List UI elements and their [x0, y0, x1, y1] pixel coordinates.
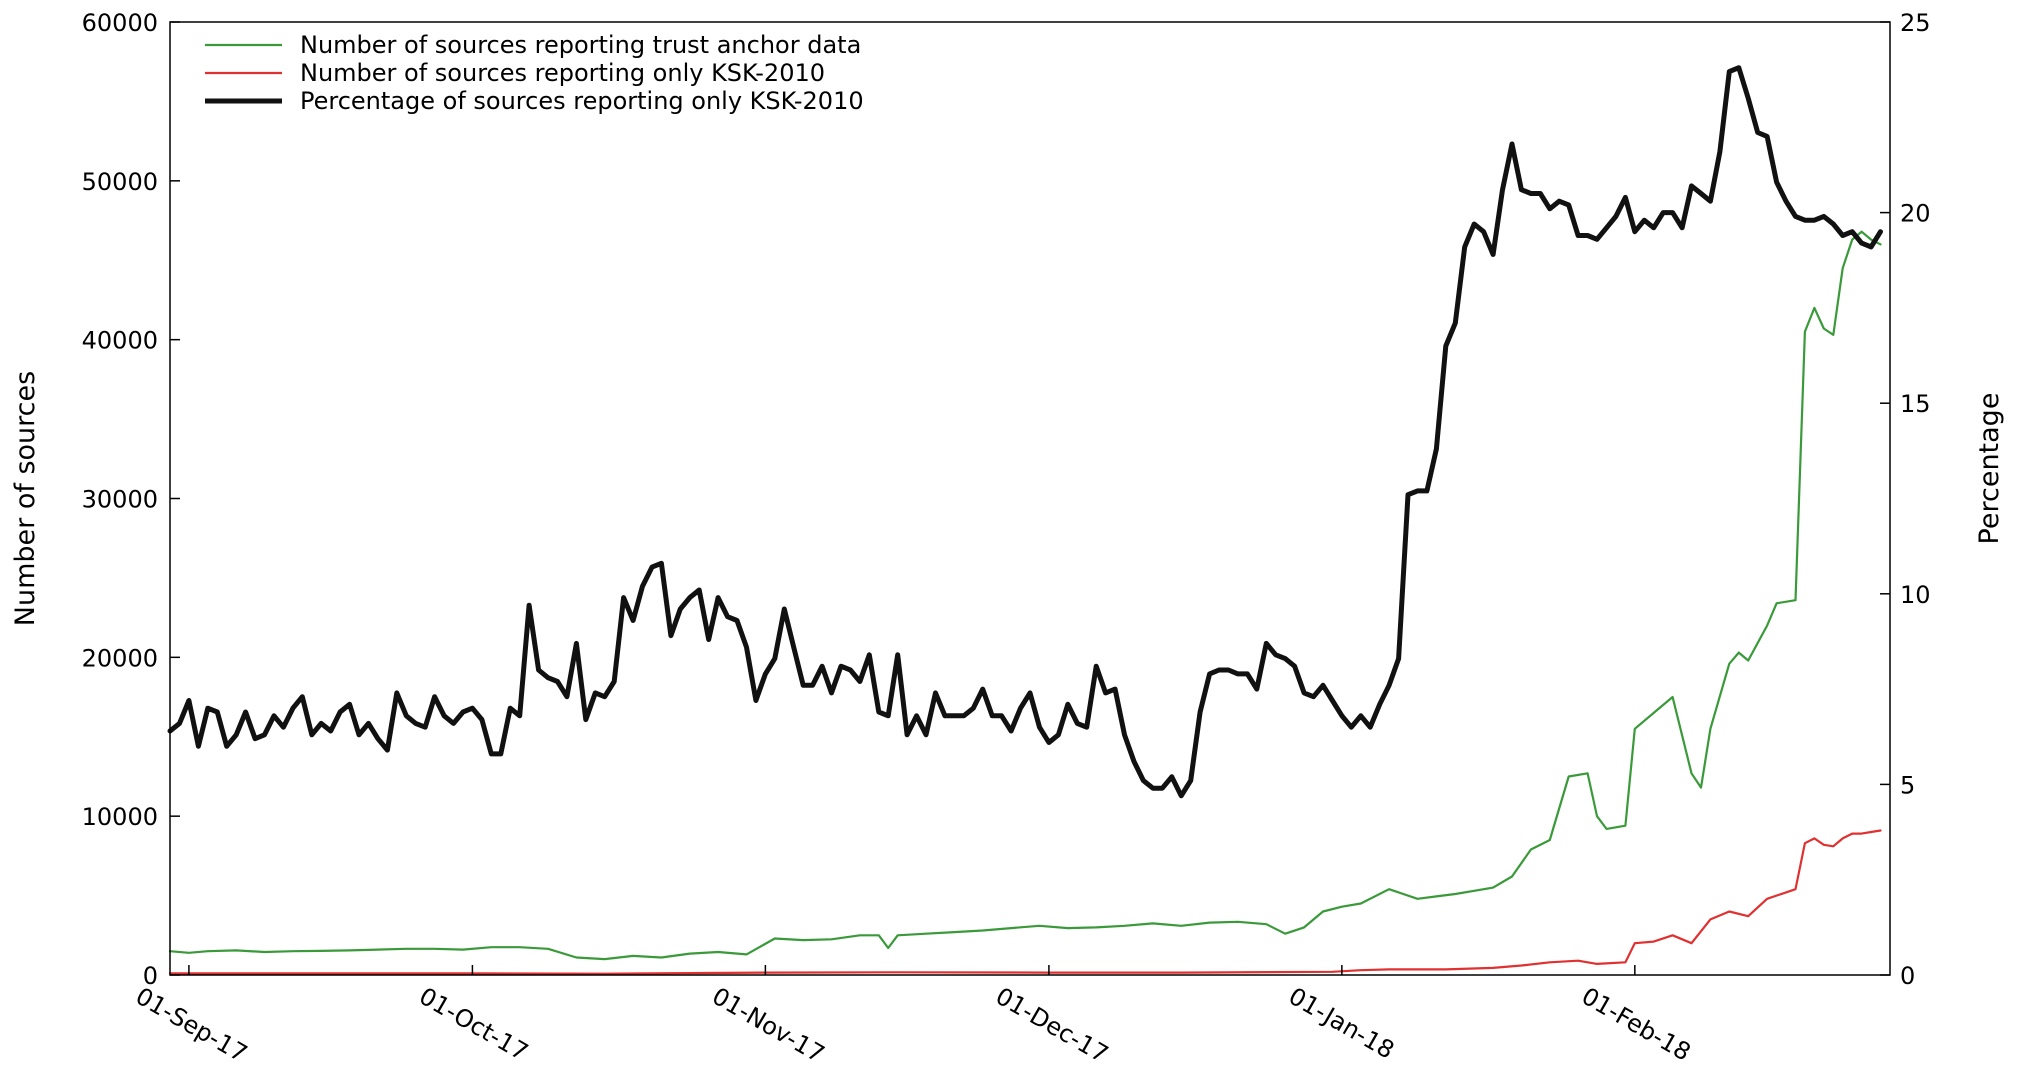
y2-tick-label: 0 [1900, 962, 1915, 990]
y2-tick-label: 10 [1900, 581, 1931, 609]
legend-label-3: Percentage of sources reporting only KSK… [300, 87, 864, 115]
y-axis-title: Number of sources [10, 371, 41, 626]
y-tick-label: 10000 [82, 803, 158, 831]
x-tick-label: 01-Sep-17 [131, 982, 252, 1066]
legend-label-2: Number of sources reporting only KSK-201… [300, 59, 825, 87]
x-tick-label: 01-Jan-18 [1284, 982, 1399, 1065]
y-tick-label: 50000 [82, 168, 158, 196]
x-tick-label: 01-Dec-17 [991, 982, 1113, 1066]
y2-tick-label: 20 [1900, 200, 1931, 228]
y-tick-label: 20000 [82, 644, 158, 672]
y-tick-label: 40000 [82, 327, 158, 355]
x-tick-label: 01-Feb-18 [1577, 982, 1696, 1066]
y2-tick-label: 15 [1900, 390, 1931, 418]
axes: 0 10000 20000 30000 40000 50000 60000 0 5 10 15 20 2… [82, 9, 1931, 1066]
y-tick-label: 0 [143, 962, 158, 990]
y2-axis-title: Percentage [1974, 393, 2005, 545]
legend: Number of sources reporting trust anchor… [205, 31, 864, 115]
x-tick-label: 01-Nov-17 [707, 982, 829, 1066]
series-line-3 [167, 65, 1883, 799]
series-line-1 [168, 230, 1882, 961]
series-line-2 [168, 829, 1882, 975]
plot-frame [169, 21, 1891, 976]
plot-content [167, 65, 1883, 975]
y2-tick-label: 5 [1900, 771, 1915, 799]
y2-tick-label: 25 [1900, 9, 1931, 37]
y-tick-label: 30000 [82, 486, 158, 514]
x-tick-label: 01-Oct-17 [414, 982, 532, 1066]
legend-label-1: Number of sources reporting trust anchor… [300, 31, 861, 59]
y-tick-label: 60000 [82, 9, 158, 37]
